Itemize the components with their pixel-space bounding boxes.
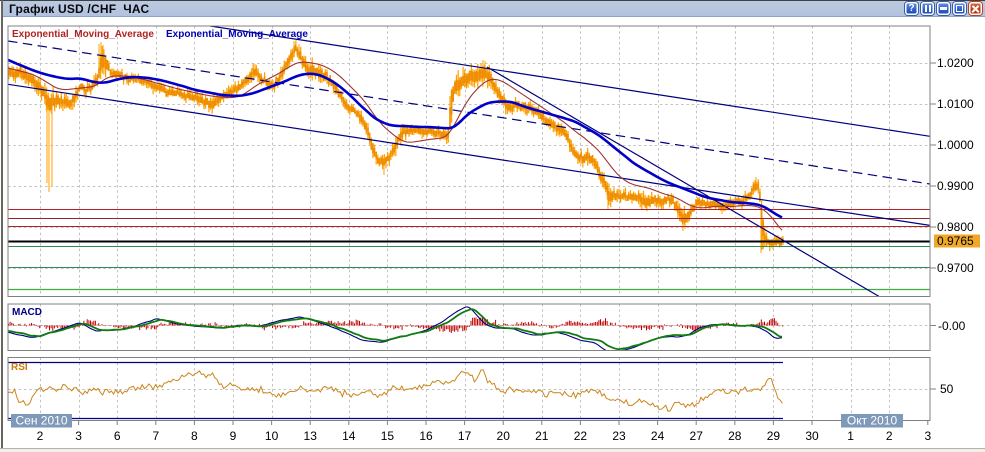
svg-text:24: 24 <box>651 429 665 443</box>
svg-text:14: 14 <box>342 429 356 443</box>
svg-text:21: 21 <box>535 429 549 443</box>
svg-text:9: 9 <box>230 429 237 443</box>
svg-text:RSI: RSI <box>11 362 28 373</box>
svg-text:0.9800: 0.9800 <box>937 220 974 234</box>
svg-text:1.0200: 1.0200 <box>937 56 974 70</box>
svg-text:0.9900: 0.9900 <box>937 179 974 193</box>
svg-text:1.0100: 1.0100 <box>937 97 974 111</box>
svg-text:7: 7 <box>152 429 159 443</box>
svg-text:6: 6 <box>114 429 121 443</box>
svg-text:15: 15 <box>381 429 395 443</box>
svg-text:2: 2 <box>886 429 893 443</box>
svg-text:Exponential_Moving_Average: Exponential_Moving_Average <box>12 29 154 40</box>
svg-text:2: 2 <box>37 429 44 443</box>
svg-text:0.9765: 0.9765 <box>937 234 974 248</box>
svg-text:13: 13 <box>304 429 318 443</box>
svg-text:Окт 2010: Окт 2010 <box>847 414 898 428</box>
svg-text:1.0000: 1.0000 <box>937 138 974 152</box>
svg-text:3: 3 <box>924 429 931 443</box>
svg-text:-0.00: -0.00 <box>938 319 966 333</box>
svg-text:Сен 2010: Сен 2010 <box>16 414 68 428</box>
svg-text:17: 17 <box>458 429 472 443</box>
svg-text:3: 3 <box>75 429 82 443</box>
svg-text:29: 29 <box>767 429 781 443</box>
svg-text:10: 10 <box>265 429 279 443</box>
svg-text:0.9700: 0.9700 <box>937 261 974 275</box>
svg-text:20: 20 <box>497 429 511 443</box>
svg-text:16: 16 <box>419 429 433 443</box>
svg-text:28: 28 <box>728 429 742 443</box>
svg-text:Exponential_Moving_Average: Exponential_Moving_Average <box>166 29 308 40</box>
svg-text:50: 50 <box>940 382 954 396</box>
svg-text:8: 8 <box>191 429 198 443</box>
svg-text:MACD: MACD <box>12 307 42 318</box>
svg-text:27: 27 <box>690 429 704 443</box>
svg-text:1: 1 <box>847 429 854 443</box>
svg-text:22: 22 <box>574 429 588 443</box>
svg-text:30: 30 <box>805 429 819 443</box>
svg-text:23: 23 <box>612 429 626 443</box>
